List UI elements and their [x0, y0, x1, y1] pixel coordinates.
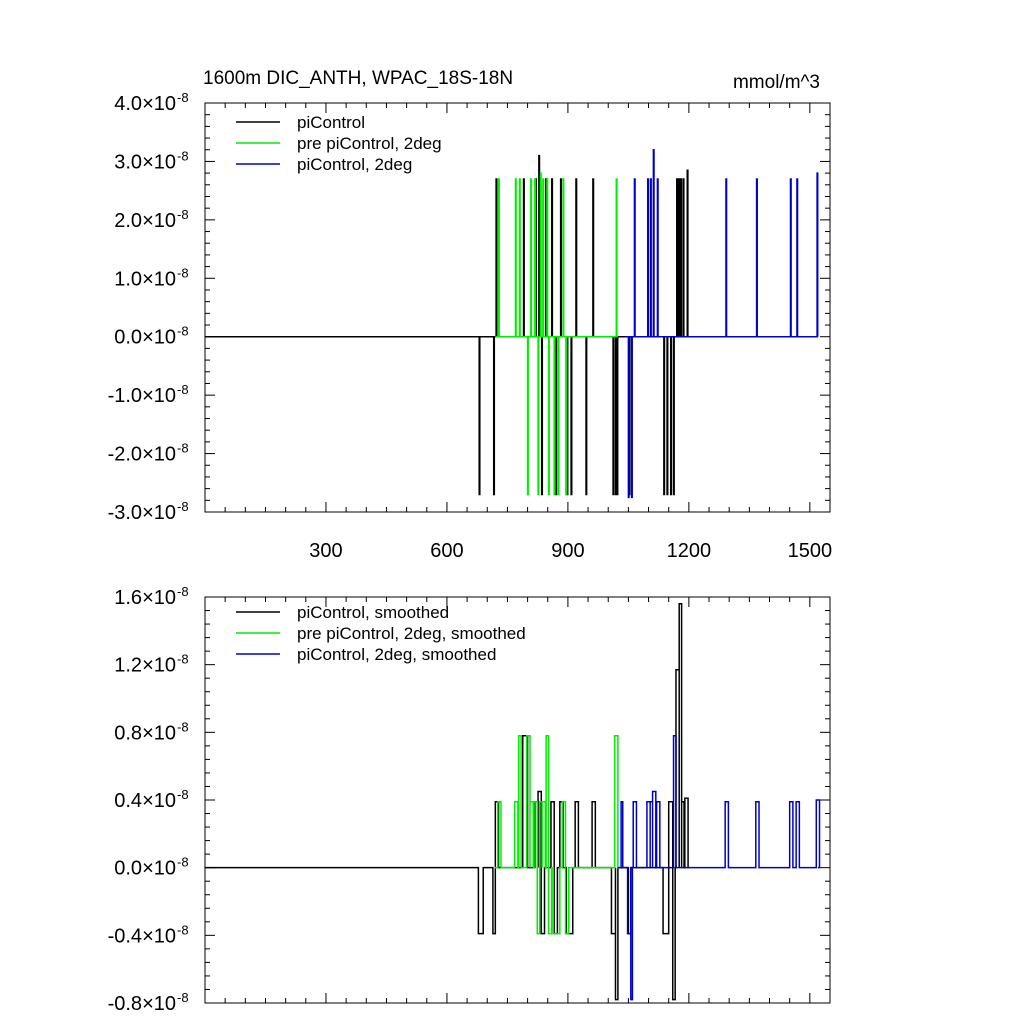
y-tick-exponent: -8 [177, 584, 189, 599]
y-tick-exponent: -8 [177, 719, 189, 734]
y-tick-exponent: -8 [177, 441, 189, 456]
y-tick-label: 0.0×10 [114, 858, 176, 880]
y-tick-exponent: -8 [177, 855, 189, 870]
legend-label: piControl [297, 113, 365, 132]
panel-2: 1.6×10 -81.2×10 -80.8×10 -80.4×10 -80.0×10 -8… [108, 584, 831, 1015]
y-tick-label: 1.2×10 [114, 655, 176, 677]
y-tick-exponent: -8 [177, 207, 189, 222]
y-tick-label: 2.0×10 [114, 210, 176, 232]
legend-label: piControl, smoothed [297, 603, 449, 622]
y-tick-label: 0.0×10 [114, 327, 176, 349]
y-tick-label: -0.8×10 [108, 993, 176, 1015]
x-tick-label: 300 [309, 540, 342, 562]
y-tick-label: 0.4×10 [114, 790, 176, 812]
y-tick-label: 1.6×10 [114, 587, 176, 609]
y-tick-exponent: -8 [177, 499, 189, 514]
y-tick-exponent: -8 [177, 652, 189, 667]
series-line-picontrol [205, 154, 689, 496]
series-line-pre-picontrol-2deg-smoothed [494, 734, 619, 935]
y-tick-label: -2.0×10 [108, 444, 176, 466]
units-label: mmol/m^3 [733, 72, 820, 93]
y-tick-exponent: -8 [177, 324, 189, 339]
y-tick-exponent: -8 [177, 382, 189, 397]
y-tick-label: -1.0×10 [108, 385, 176, 407]
y-tick-exponent: -8 [177, 90, 189, 105]
y-tick-exponent: -8 [177, 787, 189, 802]
series-line-picontrol-2deg [625, 148, 819, 499]
y-tick-exponent: -8 [177, 990, 189, 1005]
y-tick-label: -3.0×10 [108, 502, 176, 524]
y-tick-label: 4.0×10 [114, 93, 176, 115]
panel-1: 1600m DIC_ANTH, WPAC_18S-18N mmol/m^3 4.0×… [108, 68, 832, 562]
legend-label: piControl, 2deg [297, 155, 412, 174]
y-tick-exponent: -8 [177, 265, 189, 280]
y-tick-label: -0.4×10 [108, 925, 176, 947]
x-tick-label: 1500 [788, 540, 833, 562]
chart-title: 1600m DIC_ANTH, WPAC_18S-18N [203, 68, 513, 89]
legend-label: pre piControl, 2deg, smoothed [297, 624, 526, 643]
y-tick-label: 3.0×10 [114, 151, 176, 173]
plot-frame [204, 102, 831, 513]
x-tick-label: 1200 [667, 540, 712, 562]
y-tick-label: 0.8×10 [114, 722, 176, 744]
x-tick-label: 600 [430, 540, 463, 562]
y-tick-label: 1.0×10 [114, 268, 176, 290]
legend-label: piControl, 2deg, smoothed [297, 645, 496, 664]
y-tick-exponent: -8 [177, 148, 189, 163]
series-line-picontrol-2deg-smoothed [617, 734, 821, 1001]
y-tick-exponent: -8 [177, 922, 189, 937]
x-tick-label: 900 [551, 540, 584, 562]
series-line-pre-picontrol-2deg [495, 172, 618, 496]
legend-label: pre piControl, 2deg [297, 134, 442, 153]
